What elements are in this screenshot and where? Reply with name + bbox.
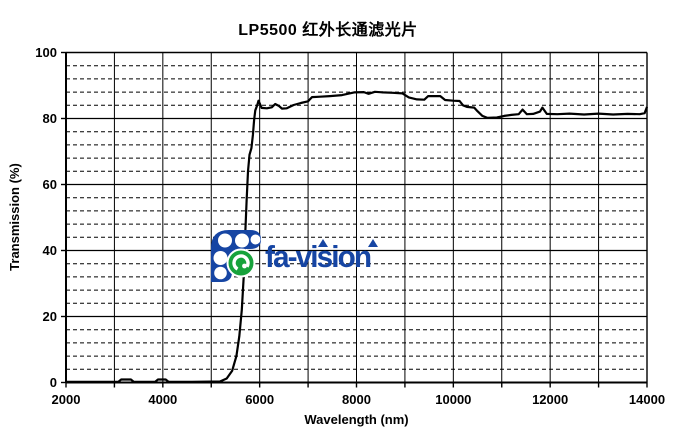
y-tick-label: 80 — [43, 111, 57, 126]
x-tick-label: 6000 — [245, 392, 274, 407]
y-axis-title: Transmission (%) — [7, 163, 22, 271]
x-tick-label: 14000 — [629, 392, 665, 407]
x-axis-title: Wavelength (nm) — [304, 412, 409, 427]
transmission-curve — [66, 90, 649, 383]
x-tick-label: 2000 — [52, 392, 81, 407]
y-tick-label: 0 — [50, 375, 57, 390]
chart-title: LP5500 红外长通滤光片 — [238, 22, 418, 39]
y-tick-label: 60 — [43, 177, 57, 192]
y-tick-label: 40 — [43, 243, 57, 258]
x-tick-label: 8000 — [342, 392, 371, 407]
x-tick-label: 10000 — [435, 392, 471, 407]
x-tick-label: 12000 — [532, 392, 568, 407]
y-tick-label: 20 — [43, 309, 57, 324]
x-tick-label: 4000 — [148, 392, 177, 407]
y-tick-label: 100 — [35, 45, 57, 60]
